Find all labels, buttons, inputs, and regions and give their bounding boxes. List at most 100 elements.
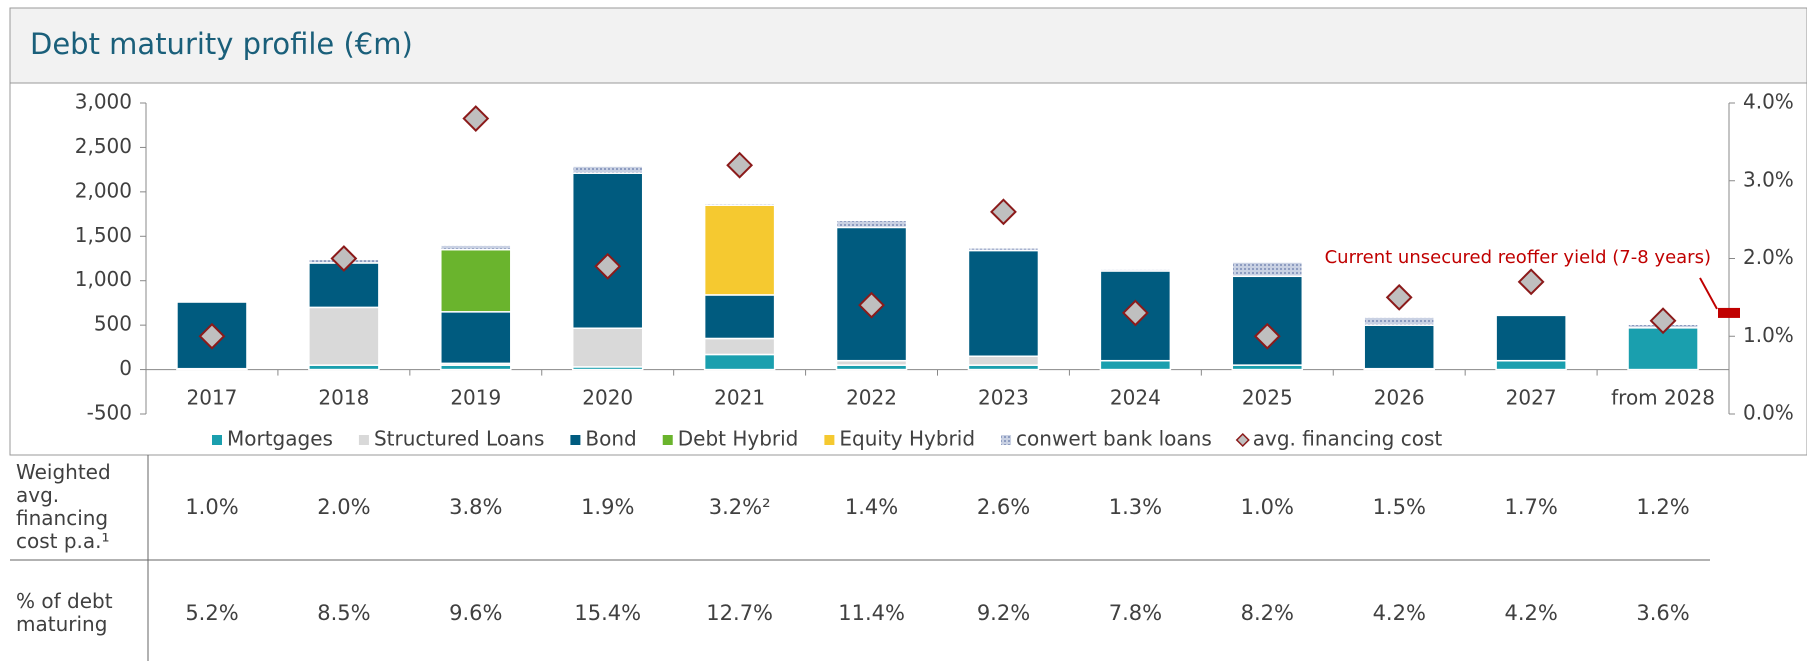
x-tick-label: 2027	[1506, 386, 1557, 410]
x-tick-label: from 2028	[1611, 386, 1715, 410]
bar-segment	[1363, 324, 1435, 370]
table-cell: 9.6%	[449, 601, 503, 625]
bar-segment	[1099, 359, 1172, 371]
table-cell: 4.2%	[1372, 601, 1426, 625]
x-tick-label: 2022	[846, 386, 897, 410]
table-cell: 11.4%	[838, 601, 905, 625]
y2-tick-label: 1.0%	[1743, 323, 1794, 347]
table-cell: 1.3%	[1108, 495, 1163, 519]
legend-label: avg. financing cost	[1253, 427, 1443, 451]
marker	[1517, 268, 1545, 296]
marker	[198, 322, 226, 350]
chart-frame	[9, 82, 1807, 456]
table-cell: 1.0%	[185, 495, 239, 519]
legend-swatch	[570, 435, 581, 445]
x-tick-label: 2023	[978, 386, 1029, 410]
legend-label: conwert bank loans	[1016, 427, 1212, 451]
row-label: % of debt maturing	[16, 589, 113, 636]
bar-segment	[703, 204, 776, 296]
marker	[990, 198, 1017, 226]
x-tick-label: 2018	[318, 386, 369, 410]
legend-swatch	[824, 435, 835, 445]
bar-segment	[571, 327, 644, 368]
y-tick-label: 3,000	[75, 90, 132, 114]
y-tick-label: 0	[119, 356, 132, 380]
legend-swatch	[212, 435, 222, 445]
marker	[726, 151, 754, 179]
marker	[1253, 322, 1281, 350]
legend-label: Structured Loans	[374, 427, 544, 451]
table-cell: 1.9%	[581, 495, 635, 519]
annotation-leader	[1699, 277, 1718, 310]
table-cell: 12.7%	[706, 601, 774, 625]
x-tick-label: 2021	[714, 386, 765, 410]
bar-segment	[835, 219, 908, 229]
table-cell: 9.2%	[976, 601, 1031, 625]
bar-segment	[703, 337, 776, 356]
bar-segment	[1363, 316, 1435, 326]
bar-segment	[308, 306, 380, 366]
table-cell: 3.6%	[1636, 601, 1690, 625]
y2-tick-label: 4.0%	[1743, 90, 1794, 114]
marker	[1649, 307, 1677, 335]
table-cell: 5.2%	[185, 601, 239, 625]
annotation-text: Current unsecured reoffer yield (7-8 yea…	[1325, 247, 1711, 268]
bar-segment	[1495, 359, 1567, 371]
bar-segment	[571, 165, 644, 174]
table-cell: 2.6%	[976, 495, 1031, 519]
x-tick-label: 2026	[1374, 386, 1425, 410]
y-tick-label: 1,500	[75, 223, 132, 247]
bar-segment	[440, 311, 512, 365]
table-cell: 2.0%	[317, 495, 371, 519]
table-cell: 4.2%	[1504, 601, 1558, 625]
table-cell: 1.7%	[1504, 495, 1558, 519]
annotation-marker	[1718, 307, 1740, 318]
y-tick-label: 2,000	[75, 178, 132, 202]
marker	[594, 252, 622, 280]
table-cell: 3.8%	[449, 495, 503, 519]
x-tick-label: 2017	[187, 386, 238, 410]
y2-tick-label: 0.0%	[1743, 401, 1794, 425]
bar-segment	[703, 202, 776, 206]
x-tick-label: 2025	[1242, 386, 1293, 410]
table-cell: 1.2%	[1636, 495, 1690, 519]
legend-swatch	[358, 435, 369, 445]
row-label: Weighted avg. financing cost p.a.¹	[16, 460, 111, 553]
title-bar	[9, 7, 1807, 84]
bar-segment	[703, 294, 776, 340]
table-cell: 1.4%	[844, 495, 899, 519]
table-cell: 3.2%²	[708, 495, 771, 519]
bar-segment	[967, 249, 1040, 357]
legend-label: Mortgages	[227, 427, 333, 451]
bar-segment	[1231, 275, 1304, 366]
legend-swatch	[662, 435, 673, 445]
legend-label: Equity Hybrid	[839, 427, 975, 451]
bar-segment	[1099, 268, 1172, 272]
table-cell: 7.8%	[1108, 601, 1163, 625]
x-tick-label: 2020	[582, 386, 633, 410]
x-tick-label: 2019	[450, 386, 501, 410]
table-cell: 1.5%	[1372, 495, 1426, 519]
bar-segment	[967, 355, 1040, 366]
table-cell: 1.0%	[1240, 495, 1294, 519]
legend-label: Debt Hybrid	[678, 427, 799, 451]
legend-label: Bond	[585, 427, 636, 451]
bar-segment	[703, 353, 776, 371]
bar-segment	[1495, 314, 1567, 362]
y-tick-label: 2,500	[75, 134, 132, 158]
y2-tick-label: 2.0%	[1743, 245, 1794, 269]
y-tick-label: 500	[94, 312, 132, 336]
marker	[858, 291, 885, 319]
legend-swatch	[1001, 435, 1012, 445]
chart-title: Debt maturity profile (€m)	[30, 27, 413, 61]
marker	[1385, 283, 1413, 311]
bar-segment	[967, 247, 1040, 252]
marker	[330, 245, 358, 272]
marker	[462, 105, 490, 132]
bar-segment	[440, 248, 512, 313]
legend-swatch	[1235, 432, 1250, 448]
bar-segment	[571, 172, 644, 330]
table-cell: 8.5%	[317, 601, 371, 625]
